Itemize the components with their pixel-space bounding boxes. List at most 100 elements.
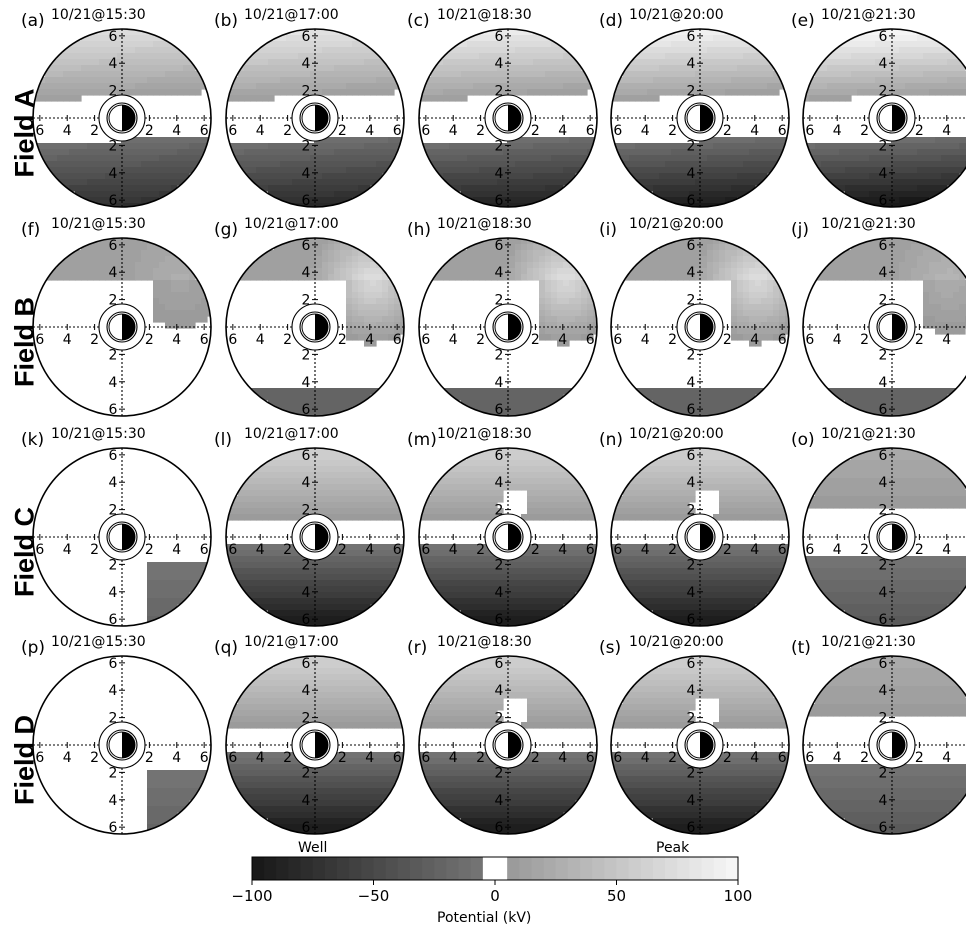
potential-cell — [129, 244, 136, 251]
potential-cell — [51, 71, 58, 78]
potential-cell — [171, 580, 178, 587]
potential-cell — [773, 298, 780, 305]
potential-cell — [911, 47, 918, 54]
potential-cell — [575, 143, 582, 150]
potential-cell — [683, 35, 690, 42]
potential-cell — [875, 191, 882, 198]
potential-cell — [286, 185, 293, 192]
potential-cell — [328, 41, 335, 48]
potential-cell — [641, 274, 648, 281]
potential-cell — [183, 586, 190, 593]
potential-cell — [719, 77, 726, 84]
potential-cell — [485, 143, 492, 150]
potential-cell — [334, 394, 341, 401]
potential-cell — [503, 394, 510, 401]
potential-cell — [304, 580, 311, 587]
potential-cell — [304, 556, 311, 563]
potential-cell — [328, 574, 335, 581]
potential-cell — [557, 286, 564, 293]
potential-cell — [189, 280, 196, 287]
potential-cell — [352, 173, 359, 180]
potential-cell — [328, 173, 335, 180]
potential-cell — [497, 89, 504, 96]
potential-cell — [298, 65, 305, 72]
potential-cell — [87, 262, 94, 269]
potential-cell — [509, 250, 516, 257]
potential-cell — [485, 388, 492, 395]
potential-cell — [352, 262, 359, 269]
potential-cell — [695, 35, 702, 42]
potential-cell — [376, 562, 383, 569]
potential-cell — [845, 388, 852, 395]
potential-cell — [929, 322, 936, 329]
potential-cell — [141, 167, 148, 174]
horizontal-tick-label: 6 — [35, 123, 44, 139]
potential-cell — [851, 191, 858, 198]
potential-cell — [316, 268, 323, 275]
potential-cell — [346, 568, 353, 575]
potential-cell — [839, 95, 846, 102]
potential-cell — [177, 316, 184, 323]
potential-cell — [629, 89, 636, 96]
potential-cell — [346, 466, 353, 473]
potential-cell — [581, 280, 588, 287]
vertical-tick-label: 4 — [879, 56, 888, 72]
potential-cell — [358, 268, 365, 275]
potential-cell — [773, 89, 780, 96]
potential-cell — [334, 502, 341, 509]
potential-cell — [707, 167, 714, 174]
potential-cell — [69, 71, 76, 78]
potential-cell — [677, 197, 684, 204]
potential-cell — [298, 586, 305, 593]
potential-cell — [911, 161, 918, 168]
potential-cell — [569, 137, 576, 144]
potential-cell — [268, 71, 275, 78]
potential-cell — [671, 179, 678, 186]
potential-cell — [743, 47, 750, 54]
potential-cell — [340, 598, 347, 605]
potential-cell — [171, 59, 178, 66]
potential-cell — [340, 472, 347, 479]
potential-cell — [653, 47, 660, 54]
potential-cell — [545, 316, 552, 323]
potential-cell — [310, 388, 317, 395]
potential-cell — [280, 244, 287, 251]
earth-dayside — [122, 313, 136, 341]
potential-cell — [443, 268, 450, 275]
potential-cell — [280, 502, 287, 509]
potential-cell — [352, 250, 359, 257]
potential-cell — [159, 316, 166, 323]
potential-cell — [244, 274, 251, 281]
potential-cell — [479, 59, 486, 66]
potential-cell — [563, 173, 570, 180]
potential-cell — [905, 197, 912, 204]
potential-cell — [839, 262, 846, 269]
potential-cell — [551, 298, 558, 305]
potential-cell — [292, 472, 299, 479]
potential-cell — [929, 185, 936, 192]
potential-cell — [63, 167, 70, 174]
potential-cell — [388, 155, 395, 162]
potential-cell — [497, 83, 504, 90]
potential-cell — [328, 478, 335, 485]
potential-cell — [479, 268, 486, 275]
potential-cell — [653, 179, 660, 186]
potential-cell — [304, 496, 311, 503]
potential-cell — [875, 143, 882, 150]
potential-cell — [292, 502, 299, 509]
potential-cell — [479, 388, 486, 395]
vertical-tick-label: 2 — [495, 138, 504, 154]
potential-cell — [557, 316, 564, 323]
potential-cell — [364, 586, 371, 593]
potential-cell — [887, 244, 894, 251]
potential-cell — [286, 41, 293, 48]
potential-cell — [515, 412, 522, 416]
potential-cell — [364, 71, 371, 78]
potential-cell — [75, 185, 82, 192]
potential-cell — [695, 400, 702, 407]
potential-cell — [941, 328, 948, 335]
potential-cell — [93, 71, 100, 78]
potential-cell — [147, 137, 154, 144]
potential-cell — [226, 550, 233, 557]
potential-cell — [364, 322, 371, 329]
